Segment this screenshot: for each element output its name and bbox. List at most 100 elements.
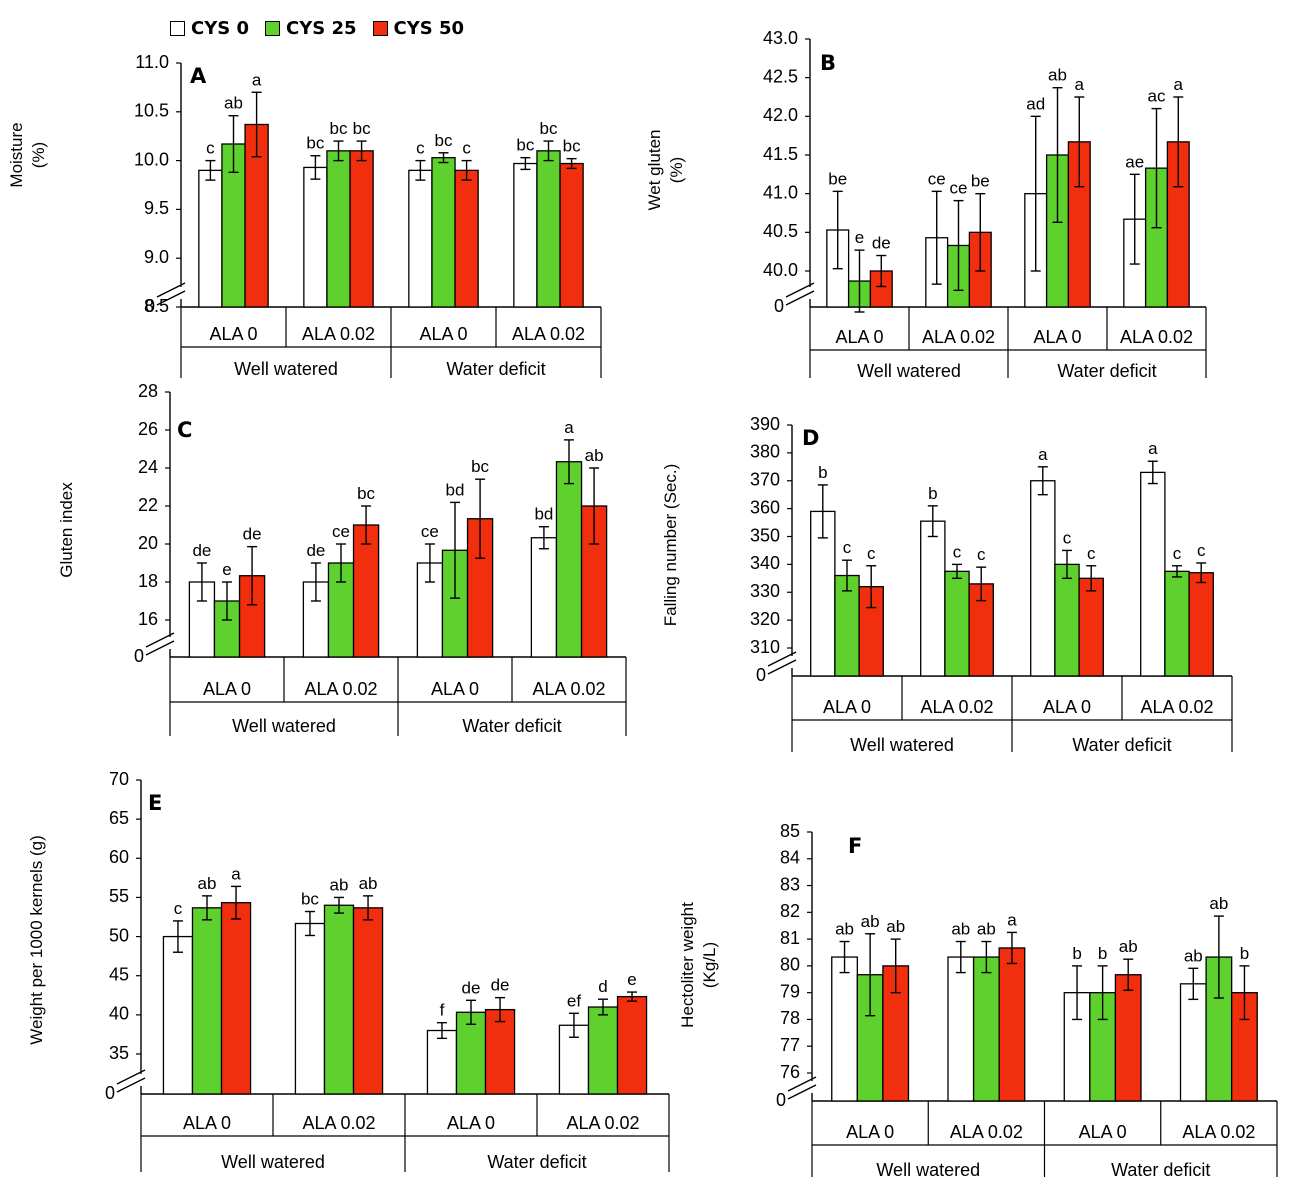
y-tick-label: 70: [109, 769, 129, 789]
y-tick-label: 43.0: [763, 28, 798, 48]
significance-letter: c: [206, 139, 215, 158]
y-zero-label: 0: [145, 296, 155, 316]
x-category-label: ALA 0.02: [1182, 1122, 1255, 1142]
significance-letter: bc: [353, 119, 371, 138]
significance-letter: ef: [567, 991, 581, 1010]
y-tick-label: 42.0: [763, 105, 798, 125]
x-category-label: ALA 0.02: [920, 697, 993, 717]
significance-letter: de: [243, 525, 262, 544]
y-tick-label: 9.0: [144, 247, 169, 267]
bar: [1164, 570, 1190, 677]
x-group-label: Water deficit: [1072, 735, 1171, 755]
significance-letter: de: [192, 541, 211, 560]
panel-letter: E: [148, 791, 162, 815]
y-tick-label: 340: [750, 553, 780, 573]
significance-letter: a: [1038, 445, 1048, 464]
y-tick-label: 77: [780, 1035, 800, 1055]
significance-letter: e: [222, 560, 231, 579]
y-tick-label: 40.0: [763, 260, 798, 280]
significance-letter: c: [1197, 541, 1206, 560]
significance-letter: ce: [421, 522, 439, 541]
axis-break-mark: [787, 1084, 817, 1100]
bar: [426, 1029, 458, 1095]
bar: [1188, 572, 1214, 677]
y-tick-label: 20: [138, 533, 158, 553]
y-tick-label: 79: [780, 981, 800, 1001]
x-category-label: ALA 0.02: [950, 1122, 1023, 1142]
significance-letter: ab: [1209, 894, 1228, 913]
significance-letter: b: [1098, 944, 1107, 963]
significance-letter: a: [1007, 910, 1017, 929]
significance-letter: b: [818, 463, 827, 482]
significance-letter: bc: [435, 131, 453, 150]
significance-letter: bd: [446, 480, 465, 499]
bar: [920, 520, 946, 677]
y-axis-title: Gluten index: [57, 482, 76, 578]
panel-letter: C: [177, 418, 192, 442]
panel-letter: A: [190, 64, 207, 88]
axis-break-mark: [767, 651, 797, 667]
significance-letter: be: [828, 169, 847, 188]
significance-letter: a: [564, 418, 574, 437]
bar: [1078, 577, 1104, 677]
significance-letter: de: [462, 978, 481, 997]
significance-letter: ab: [1119, 937, 1138, 956]
significance-letter: c: [1173, 544, 1182, 563]
axis-break-mark: [116, 1069, 146, 1085]
x-group-label: Well watered: [221, 1152, 325, 1172]
y-tick-label: 76: [780, 1062, 800, 1082]
x-category-label: ALA 0.02: [1120, 327, 1193, 347]
axis-break-mark: [116, 1077, 146, 1093]
significance-letter: a: [231, 864, 241, 883]
significance-letter: de: [872, 234, 891, 253]
y-axis-title: Weight per 1000 kernels (g): [27, 835, 46, 1044]
panel-letter: B: [820, 51, 836, 75]
significance-letter: c: [174, 899, 183, 918]
legend-label: CYS 25: [286, 18, 357, 39]
bar: [352, 524, 380, 658]
significance-letter: ce: [332, 522, 350, 541]
legend-swatch: [170, 21, 185, 36]
significance-letter: c: [1063, 528, 1072, 547]
y-axis-title: Hectoliter weight (Kg/L): [678, 902, 719, 1028]
significance-letter: bc: [357, 484, 375, 503]
significance-letter: ad: [1026, 94, 1045, 113]
y-tick-label: 55: [109, 886, 129, 906]
significance-letter: bc: [471, 457, 489, 476]
x-category-label: ALA 0.02: [512, 324, 585, 344]
y-tick-label: 8.5: [144, 296, 169, 316]
x-category-label: ALA 0.02: [302, 1113, 375, 1133]
bar: [616, 995, 648, 1095]
panel-E: E 70 65 60 55 50 45 40 35 0 ALA 0 ALA 0.02 ALA 0 ALA …: [27, 769, 670, 1172]
y-tick-label: 16: [138, 609, 158, 629]
significance-letter: ab: [198, 874, 217, 893]
y-tick-label: 350: [750, 525, 780, 545]
y-tick-label: 85: [780, 821, 800, 841]
bar: [513, 162, 538, 308]
panel-letter: F: [848, 834, 862, 858]
y-tick-label: 370: [750, 470, 780, 490]
significance-letter: ab: [861, 912, 880, 931]
x-category-label: ALA 0: [183, 1113, 231, 1133]
bar: [559, 162, 584, 308]
legend-item-cys-50: CYS 50: [372, 18, 465, 39]
bar: [484, 1008, 516, 1095]
y-zero-label: 0: [774, 296, 784, 316]
y-tick-label: 320: [750, 609, 780, 629]
y-tick-label: 18: [138, 571, 158, 591]
bar: [947, 956, 975, 1102]
bar: [431, 157, 456, 308]
y-tick-label: 10.0: [134, 149, 169, 169]
axis-break-mark: [767, 659, 797, 675]
y-tick-label: 50: [109, 925, 129, 945]
significance-letter: c: [953, 542, 962, 561]
significance-letter: f: [440, 1001, 445, 1020]
legend-label: CYS 50: [393, 18, 465, 39]
y-tick-label: 11.0: [135, 52, 169, 72]
bar: [455, 1011, 487, 1095]
significance-letter: bc: [540, 119, 558, 138]
y-tick-label: 60: [109, 847, 129, 867]
x-group-label: Water deficit: [1057, 361, 1156, 381]
bar: [1179, 983, 1207, 1102]
axis-break-mark: [787, 1076, 817, 1092]
